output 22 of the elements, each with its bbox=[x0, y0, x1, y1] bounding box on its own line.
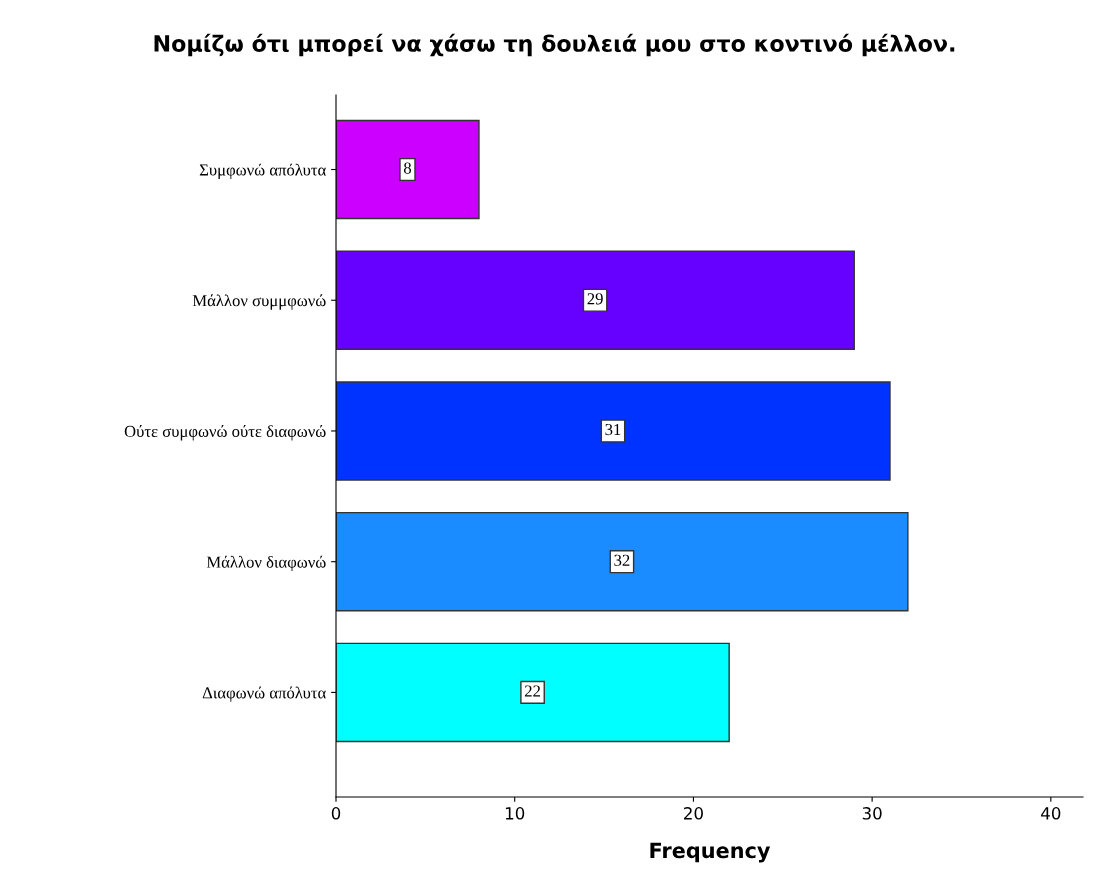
x-tick-label: 0 bbox=[331, 807, 341, 820]
y-tick-label: Ούτε συμφωνώ ούτε διαφωνώ bbox=[124, 425, 326, 441]
chart-title: Νομίζω ότι μπορεί να χάσω τη δουλειά μου στο κοντινό μέλλον. bbox=[154, 33, 955, 57]
x-tick-label: 20 bbox=[684, 807, 703, 820]
x-tick-label: 40 bbox=[1041, 807, 1061, 820]
data-label: 31 bbox=[605, 423, 621, 436]
x-axis-title: Frequency bbox=[650, 842, 771, 863]
y-tick-label: Διαφωνώ απόλυτα bbox=[202, 686, 326, 702]
data-label: 8 bbox=[403, 162, 412, 174]
bar bbox=[336, 511, 909, 612]
bar bbox=[336, 642, 730, 743]
x-tick-label: 10 bbox=[505, 807, 525, 820]
data-label: 32 bbox=[614, 554, 630, 566]
bar bbox=[336, 250, 855, 350]
bar bbox=[336, 381, 891, 481]
x-tick-label: 30 bbox=[862, 807, 882, 820]
y-tick-label: Μάλλον συμμφωνώ bbox=[192, 294, 326, 310]
data-label: 22 bbox=[524, 685, 540, 697]
y-tick-label: Μάλλον διαφωνώ bbox=[206, 555, 326, 572]
bar bbox=[336, 119, 480, 220]
data-label: 29 bbox=[587, 293, 603, 305]
y-tick-label: Συμφωνώ απόλυτα bbox=[199, 163, 326, 179]
